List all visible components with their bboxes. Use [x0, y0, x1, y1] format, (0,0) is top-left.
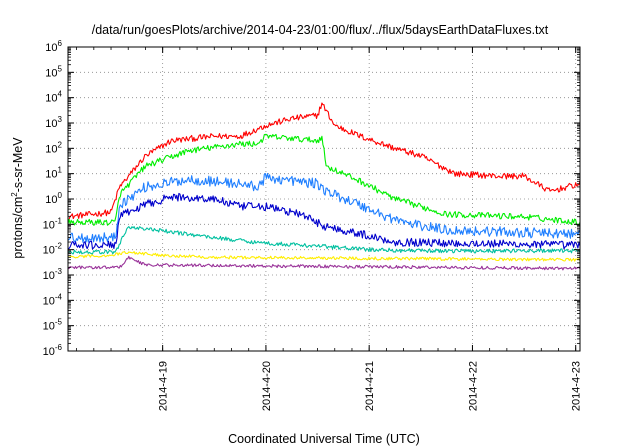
grid — [68, 47, 580, 351]
y-tick-label: 10-5 — [43, 318, 63, 333]
y-tick-base: 10 — [43, 346, 55, 358]
y-axis-label: protons/cm2-s-sr-MeV — [10, 137, 25, 259]
y-tick-base: 10 — [43, 321, 55, 333]
y-axis-label-main: protons/cm — [11, 197, 25, 259]
y-tick-base: 10 — [45, 169, 57, 181]
series-line-7 — [67, 255, 581, 271]
y-tick-exponent: 6 — [58, 39, 63, 48]
y-tick-label: 105 — [45, 64, 62, 79]
y-tick-base: 10 — [45, 143, 57, 155]
series-line-6 — [67, 250, 581, 262]
y-tick-base: 10 — [43, 219, 55, 231]
y-tick-label: 100 — [45, 191, 62, 206]
series-line-5 — [67, 226, 581, 255]
y-tick-label: 10-2 — [43, 242, 63, 257]
plot-frame — [67, 46, 581, 352]
y-tick-label: 101 — [45, 166, 62, 181]
y-tick-exponent: 4 — [58, 90, 63, 99]
y-tick-label: 104 — [45, 90, 62, 105]
y-tick-label: 102 — [45, 140, 62, 155]
y-tick-label: 10-4 — [43, 292, 63, 307]
x-tick-label: 2014-4-22 — [467, 361, 479, 411]
y-tick-base: 10 — [45, 67, 57, 79]
y-tick-base: 10 — [45, 118, 57, 130]
y-tick-label: 10-6 — [43, 343, 63, 358]
y-tick-base: 10 — [45, 194, 57, 206]
y-tick-exponent: 3 — [58, 115, 63, 124]
y-tick-label: 103 — [45, 115, 62, 130]
y-tick-label: 10-3 — [43, 267, 63, 282]
y-axis-label-tail: -s-sr-MeV — [11, 137, 25, 193]
y-tick-exponent: -6 — [55, 343, 63, 352]
y-tick-exponent: 5 — [58, 64, 63, 73]
y-tick-label: 106 — [45, 39, 62, 54]
x-axis-label: Coordinated Universal Time (UTC) — [228, 432, 420, 446]
y-tick-label: 10-1 — [43, 216, 63, 231]
x-tick-label: 2014-4-19 — [158, 361, 170, 411]
y-tick-base: 10 — [43, 295, 55, 307]
series-line-1 — [67, 102, 581, 221]
y-tick-labels: 10-610-510-410-310-210-11001011021031041… — [43, 39, 63, 358]
y-tick-exponent: 2 — [58, 140, 63, 149]
series-line-4 — [67, 192, 581, 250]
y-tick-exponent: -3 — [55, 267, 63, 276]
x-tick-label: 2014-4-21 — [364, 361, 376, 411]
y-tick-exponent: -4 — [55, 292, 63, 301]
y-tick-base: 10 — [43, 245, 55, 257]
series-line-3 — [67, 172, 581, 243]
y-tick-base: 10 — [45, 93, 57, 105]
x-tick-label: 2014-4-23 — [571, 361, 583, 411]
y-tick-exponent: -5 — [55, 318, 63, 327]
series-layer — [67, 102, 581, 271]
chart-title: /data/run/goesPlots/archive/2014-04-23/0… — [92, 23, 549, 37]
y-tick-base: 10 — [45, 42, 57, 54]
y-tick-exponent: 0 — [58, 191, 63, 200]
series-line-2 — [67, 133, 581, 226]
y-tick-exponent: 1 — [58, 166, 63, 175]
y-tick-base: 10 — [43, 270, 55, 282]
y-tick-exponent: -2 — [55, 242, 63, 251]
x-tick-labels: 2014-4-19 2014-4-20 2014-4-21 2014-4-22 2014… — [158, 361, 583, 411]
x-tick-label: 2014-4-20 — [261, 361, 273, 411]
y-tick-exponent: -1 — [55, 216, 63, 225]
y-axis-label-superscript: 2 — [10, 192, 19, 197]
